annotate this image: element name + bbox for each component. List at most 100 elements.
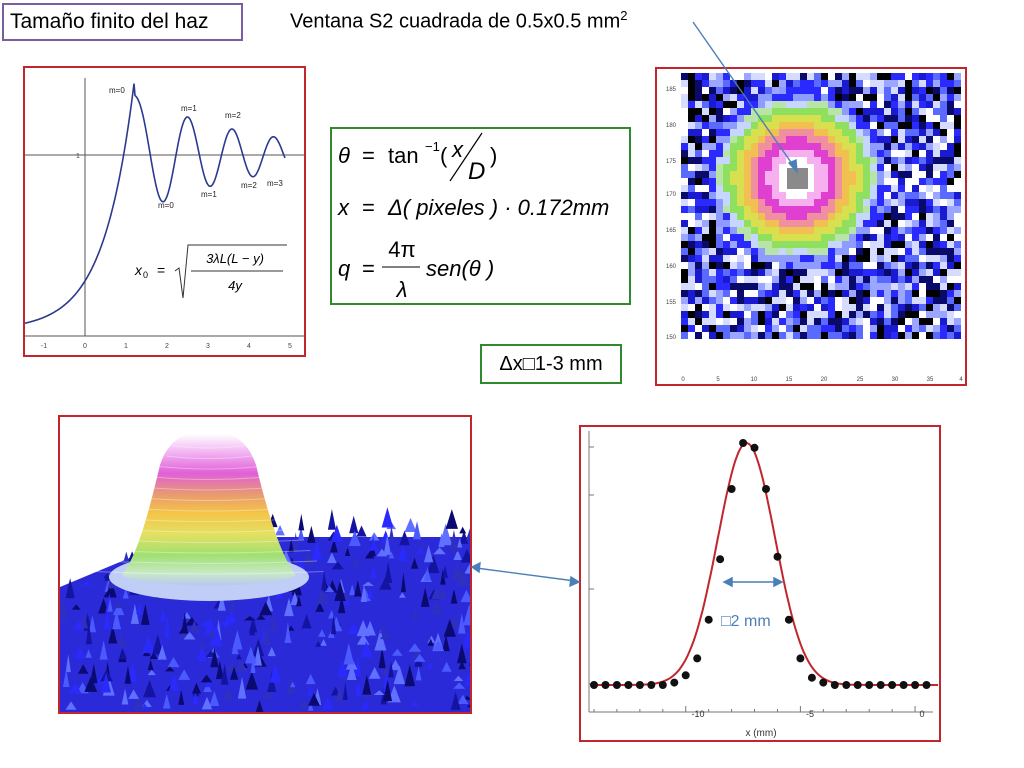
heatmap-cell xyxy=(800,73,807,80)
heatmap-cell xyxy=(793,220,800,227)
heatmap-cell xyxy=(947,234,954,241)
heatmap-cell xyxy=(842,150,849,157)
noise-spike xyxy=(85,649,92,658)
heatmap-cell xyxy=(933,185,940,192)
noise-spike xyxy=(253,645,262,666)
noise-spike xyxy=(381,507,394,528)
noise-spike xyxy=(463,604,470,626)
heatmap-cell xyxy=(898,269,905,276)
heatmap-cell xyxy=(751,304,758,311)
heatmap-cell xyxy=(695,325,702,332)
heatmap-cell xyxy=(940,269,947,276)
heatmap-cell xyxy=(940,94,947,101)
heatmap-cell xyxy=(765,248,772,255)
heatmap-cell xyxy=(835,325,842,332)
heatmap-cell xyxy=(772,227,779,234)
heatmap-cell xyxy=(695,171,702,178)
heatmap-cell xyxy=(821,150,828,157)
noise-spike xyxy=(383,679,393,702)
heatmap-cell xyxy=(723,332,730,339)
heatmap-cell xyxy=(947,164,954,171)
heatmap-cell xyxy=(877,94,884,101)
heatmap-cell xyxy=(751,185,758,192)
heatmap-cell xyxy=(709,241,716,248)
heatmap-cell xyxy=(849,129,856,136)
heatmap-cell xyxy=(681,304,688,311)
heatmap-cell xyxy=(800,241,807,248)
heatmap-cell xyxy=(898,318,905,325)
heatmap-cell xyxy=(926,150,933,157)
heatmap-cell xyxy=(926,185,933,192)
heatmap-cell xyxy=(919,241,926,248)
heatmap-cell xyxy=(688,150,695,157)
heatmap-cell xyxy=(709,290,716,297)
heatmap-cell xyxy=(905,220,912,227)
heatmap-cell xyxy=(933,276,940,283)
heatmap-cell xyxy=(919,115,926,122)
heatmap-cell xyxy=(947,325,954,332)
heatmap-cell xyxy=(695,227,702,234)
heatmap-cell xyxy=(828,178,835,185)
heatmap-cell xyxy=(870,241,877,248)
heatmap-cell xyxy=(842,171,849,178)
heatmap-cell xyxy=(863,206,870,213)
heatmap-cell xyxy=(891,262,898,269)
heatmap-cell xyxy=(954,220,961,227)
eq1-lhs: θ xyxy=(338,143,350,168)
detector-map-panel: 185 180 175 170 165 160 155 150 0 5 10 1… xyxy=(655,67,967,386)
delta-x-box: Δx□1-3 mm xyxy=(480,344,622,384)
heatmap-cell xyxy=(933,241,940,248)
heatmap-cell xyxy=(716,101,723,108)
heatmap-cell xyxy=(884,164,891,171)
heatmap-cell xyxy=(884,241,891,248)
heatmap-cell xyxy=(828,234,835,241)
heatmap-cell xyxy=(884,129,891,136)
heatmap-cell xyxy=(814,332,821,339)
heatmap-cell xyxy=(828,94,835,101)
peak-contour xyxy=(100,560,318,564)
heatmap-cell xyxy=(716,318,723,325)
heatmap-cell xyxy=(828,129,835,136)
noise-spike xyxy=(256,614,266,620)
heatmap-cell xyxy=(870,192,877,199)
heatmap-cell xyxy=(835,269,842,276)
heatmap-cell xyxy=(891,143,898,150)
heatmap-cell xyxy=(821,199,828,206)
heatmap-cell xyxy=(891,220,898,227)
heatmap-cell xyxy=(842,304,849,311)
heatmap-cell xyxy=(877,164,884,171)
heatmap-cell xyxy=(688,164,695,171)
noise-spike xyxy=(331,561,344,570)
heatmap-cell xyxy=(863,150,870,157)
noise-spike xyxy=(368,666,381,679)
heatmap-cell xyxy=(688,255,695,262)
profile-data-point xyxy=(716,555,725,564)
heatmap-cell xyxy=(786,199,793,206)
heatmap-cell xyxy=(856,311,863,318)
heatmap-cell xyxy=(912,199,919,206)
noise-spike xyxy=(449,612,460,629)
noise-spike xyxy=(162,693,171,709)
heatmap-cell xyxy=(835,311,842,318)
heatmap-cell xyxy=(744,108,751,115)
heatmap-cell xyxy=(849,220,856,227)
heatmap-cell xyxy=(828,241,835,248)
noise-spike xyxy=(341,598,352,605)
heatmap-cell xyxy=(681,150,688,157)
heatmap-cell xyxy=(863,108,870,115)
heatmap-cell xyxy=(744,304,751,311)
heatmap-cell xyxy=(842,297,849,304)
heatmap-cell xyxy=(947,73,954,80)
heatmap-cell xyxy=(730,129,737,136)
heatmap-cell xyxy=(856,206,863,213)
heatmap-cell xyxy=(905,325,912,332)
heatmap-cell xyxy=(891,87,898,94)
heatmap-cell xyxy=(709,171,716,178)
heatmap-cell xyxy=(898,227,905,234)
profile-x-tick-label: 0 xyxy=(919,709,924,719)
heatmap-cell xyxy=(856,213,863,220)
heatmap-cell xyxy=(681,143,688,150)
noise-spike xyxy=(181,612,188,633)
noise-spike xyxy=(370,564,377,579)
heatmap-cell xyxy=(793,262,800,269)
